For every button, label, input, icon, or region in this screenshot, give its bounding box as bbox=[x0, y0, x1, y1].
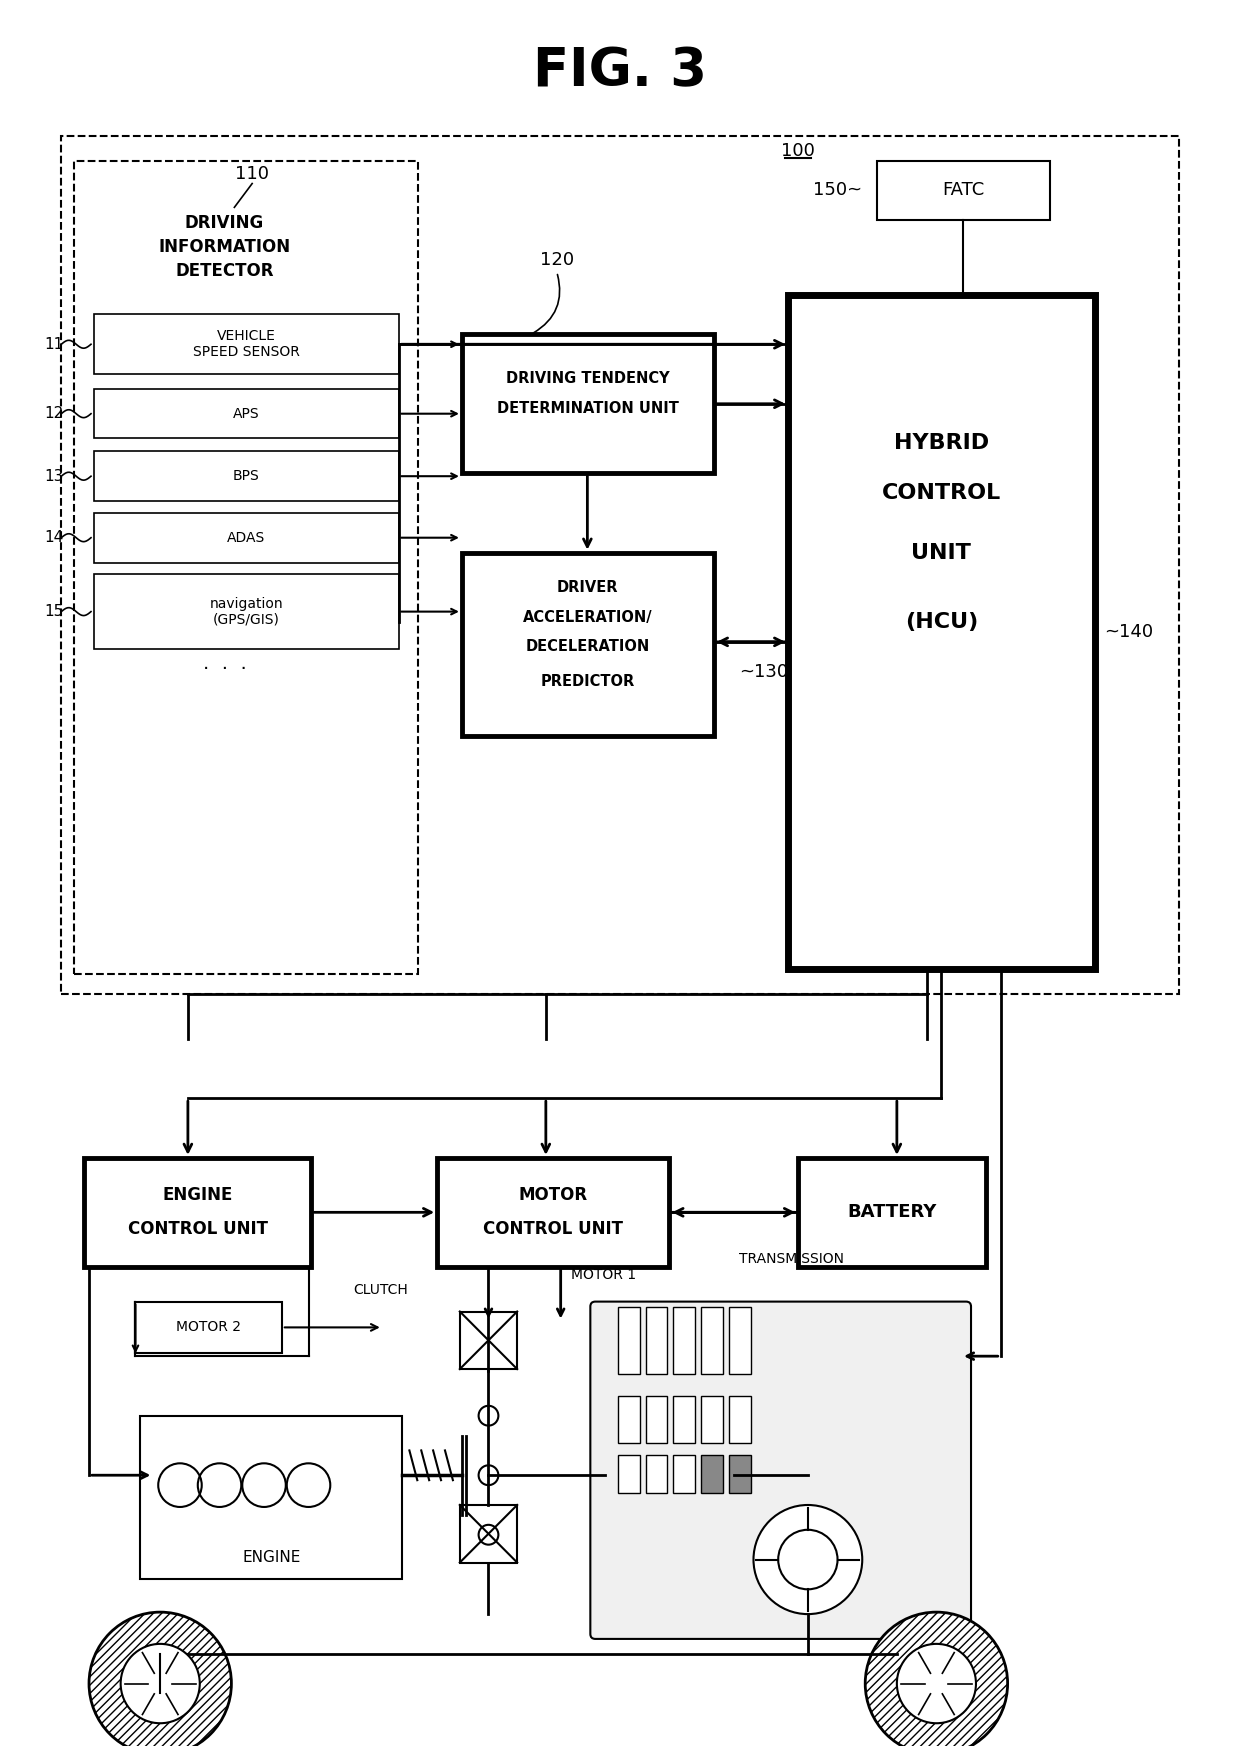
Bar bbox=[461, 335, 714, 473]
Bar bbox=[646, 1306, 667, 1374]
Bar bbox=[658, 1376, 678, 1425]
Bar bbox=[673, 1306, 696, 1374]
Bar bbox=[605, 1306, 627, 1381]
Circle shape bbox=[120, 1644, 200, 1723]
Bar bbox=[436, 1157, 670, 1267]
Text: CLUTCH: CLUTCH bbox=[353, 1283, 408, 1297]
Bar bbox=[729, 1306, 750, 1374]
Circle shape bbox=[866, 1613, 1008, 1753]
Bar bbox=[684, 1376, 704, 1425]
Bar bbox=[729, 1455, 750, 1494]
Bar bbox=[94, 314, 398, 373]
Text: VEHICLE
SPEED SENSOR: VEHICLE SPEED SENSOR bbox=[192, 330, 300, 359]
Bar bbox=[460, 1311, 517, 1369]
Text: BPS: BPS bbox=[233, 470, 259, 484]
Bar bbox=[646, 1395, 667, 1443]
Text: HYBRID: HYBRID bbox=[894, 433, 990, 454]
Text: APS: APS bbox=[233, 407, 259, 421]
Bar bbox=[682, 1306, 704, 1381]
Text: DECELERATION: DECELERATION bbox=[526, 640, 650, 654]
Text: MOTOR: MOTOR bbox=[518, 1187, 588, 1204]
Text: MOTOR 2: MOTOR 2 bbox=[176, 1320, 241, 1334]
Text: INFORMATION: INFORMATION bbox=[159, 238, 290, 256]
Bar bbox=[74, 161, 418, 975]
Bar bbox=[701, 1306, 723, 1374]
Text: 120: 120 bbox=[539, 251, 574, 268]
Text: 150~: 150~ bbox=[813, 182, 862, 200]
Text: 13: 13 bbox=[45, 468, 64, 484]
Bar bbox=[608, 1376, 627, 1420]
Bar bbox=[632, 1376, 652, 1430]
Bar bbox=[877, 161, 1050, 221]
Bar bbox=[673, 1395, 696, 1443]
Bar bbox=[84, 1157, 311, 1267]
Text: 12: 12 bbox=[45, 407, 64, 421]
Circle shape bbox=[89, 1613, 232, 1753]
Bar bbox=[711, 1376, 730, 1420]
Bar bbox=[631, 1306, 652, 1381]
Text: DRIVING TENDENCY: DRIVING TENDENCY bbox=[506, 372, 670, 386]
Bar bbox=[61, 137, 1179, 994]
Bar bbox=[460, 1506, 517, 1562]
Text: ADAS: ADAS bbox=[227, 531, 265, 545]
Bar bbox=[94, 514, 398, 563]
Bar bbox=[789, 295, 1095, 969]
Text: ·  ·  ·: · · · bbox=[202, 661, 247, 678]
Text: CONTROL: CONTROL bbox=[882, 484, 1001, 503]
Bar bbox=[94, 575, 398, 649]
Bar bbox=[94, 451, 398, 501]
Text: PREDICTOR: PREDICTOR bbox=[541, 675, 635, 689]
Text: navigation
(GPS/GIS): navigation (GPS/GIS) bbox=[210, 596, 283, 628]
Text: MOTOR 1: MOTOR 1 bbox=[570, 1267, 636, 1281]
Bar bbox=[94, 389, 398, 438]
Text: DRIVING: DRIVING bbox=[185, 214, 264, 231]
FancyBboxPatch shape bbox=[590, 1302, 971, 1639]
Text: 100: 100 bbox=[781, 142, 815, 160]
Bar bbox=[708, 1306, 730, 1381]
Bar bbox=[657, 1306, 678, 1381]
Text: ENGINE: ENGINE bbox=[162, 1187, 233, 1204]
Bar bbox=[618, 1306, 640, 1374]
Bar bbox=[673, 1455, 696, 1494]
Text: 15: 15 bbox=[45, 605, 64, 619]
Text: FIG. 3: FIG. 3 bbox=[533, 46, 707, 98]
Bar bbox=[799, 1157, 986, 1267]
Text: (HCU): (HCU) bbox=[905, 612, 978, 633]
Text: FATC: FATC bbox=[942, 182, 985, 200]
Circle shape bbox=[897, 1644, 976, 1723]
Bar bbox=[140, 1416, 403, 1579]
Text: 11: 11 bbox=[45, 337, 64, 352]
Text: DETERMINATION UNIT: DETERMINATION UNIT bbox=[497, 401, 678, 415]
Text: ACCELERATION/: ACCELERATION/ bbox=[523, 610, 652, 624]
Bar bbox=[461, 552, 714, 736]
Text: CONTROL UNIT: CONTROL UNIT bbox=[128, 1220, 268, 1238]
Circle shape bbox=[754, 1506, 862, 1615]
Text: DETECTOR: DETECTOR bbox=[175, 261, 274, 280]
Bar bbox=[618, 1395, 640, 1443]
Bar bbox=[135, 1302, 281, 1353]
Bar bbox=[701, 1455, 723, 1494]
Text: ENGINE: ENGINE bbox=[242, 1550, 300, 1565]
Bar bbox=[729, 1395, 750, 1443]
Text: 110: 110 bbox=[236, 165, 269, 182]
Text: DRIVER: DRIVER bbox=[557, 580, 619, 594]
Text: BATTERY: BATTERY bbox=[847, 1203, 936, 1222]
Bar bbox=[618, 1455, 640, 1494]
Text: ~140: ~140 bbox=[1105, 622, 1153, 642]
Bar bbox=[646, 1455, 667, 1494]
Text: TRANSMISSION: TRANSMISSION bbox=[739, 1252, 843, 1266]
Text: UNIT: UNIT bbox=[911, 543, 971, 563]
Text: CONTROL UNIT: CONTROL UNIT bbox=[484, 1220, 624, 1238]
Text: ~130: ~130 bbox=[739, 663, 787, 680]
Bar bbox=[701, 1395, 723, 1443]
Text: 14: 14 bbox=[45, 529, 64, 545]
